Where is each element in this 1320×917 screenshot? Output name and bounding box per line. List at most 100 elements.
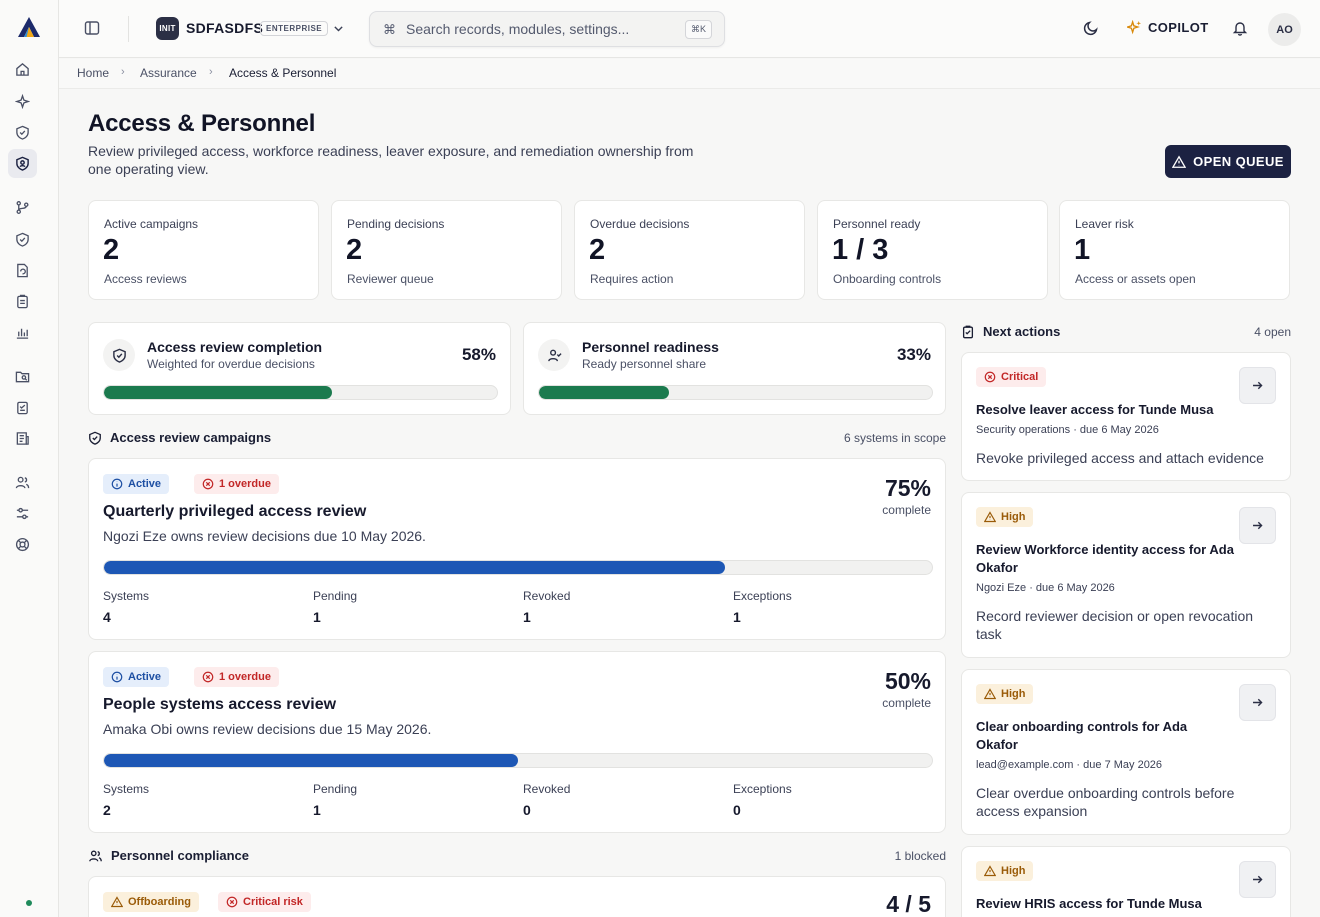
stat-label: Pending [313,589,358,603]
severity-label: High [1001,688,1026,700]
kpi-subtext: Requires action [590,272,674,286]
breadcrumb-assurance[interactable]: Assurance [140,66,197,80]
org-tier-badge: ENTERPRISE [260,21,329,36]
user-avatar[interactable]: AO [1268,13,1301,46]
card-subtitle: Ready personnel share [582,357,707,371]
ledger-icon[interactable] [8,424,37,453]
action-title: Resolve leaver access for Tunde Musa [976,402,1214,417]
badge-label: Offboarding [128,896,191,908]
action-description: Record reviewer decision or open revocat… [976,608,1254,642]
severity-label: Critical [1001,371,1039,383]
users-icon[interactable] [8,468,37,497]
global-search-input[interactable]: ⌘ Search records, modules, settings... ⌘… [369,11,725,47]
sliders-icon[interactable] [8,499,37,528]
moon-icon[interactable] [1083,20,1099,36]
chevron-down-icon[interactable] [332,22,345,35]
status-label: Active [128,478,162,490]
campaign-title[interactable]: People systems access review [103,696,337,713]
severity-badge: High [976,507,1034,527]
breadcrumb-chevron-icon: › [121,66,125,78]
kpi-label: Pending decisions [347,217,445,231]
card-subtitle: Weighted for overdue decisions [147,357,315,371]
progress-fill [104,561,725,574]
app-logo[interactable] [17,16,41,38]
campaign-card[interactable]: Active 1 overdue Quarterly privileged ac… [88,458,946,640]
stat-label: Revoked [523,782,571,796]
folder-search-icon[interactable] [8,362,37,391]
copilot-label: COPILOT [1148,20,1209,35]
status-badge: Active [103,474,170,494]
document-sync-icon[interactable] [8,256,37,285]
stat-value: 1 [523,609,531,625]
git-branch-icon[interactable] [8,193,37,222]
command-icon: ⌘ [383,22,396,37]
help-lifebuoy-icon[interactable] [8,530,37,559]
breadcrumb-home[interactable]: Home [77,66,110,80]
kpi-label: Overdue decisions [590,217,690,231]
stat-label: Pending [313,782,358,796]
open-actions-count: 4 open [1254,325,1291,339]
action-card[interactable]: High Review HRIS access for Tunde Musa [961,846,1291,917]
access-review-completion-card: Access review completion Weighted for ov… [88,322,511,415]
action-card[interactable]: High Review Workforce identity access fo… [961,492,1291,658]
bell-icon[interactable] [1232,20,1248,36]
arrow-right-icon[interactable] [1239,684,1276,721]
left-rail [0,0,59,917]
warning-triangle-icon [984,865,996,877]
systems-in-scope: 6 systems in scope [843,431,946,445]
stat-value: 1 [313,609,321,625]
open-queue-button[interactable]: OPEN QUEUE [1165,145,1291,178]
campaign-title[interactable]: Quarterly privileged access review [103,503,367,520]
org-logo-badge[interactable]: INIT [156,17,179,40]
stat-label: Revoked [523,589,571,603]
campaign-card[interactable]: Active 1 overdue People systems access r… [88,651,946,833]
severity-label: High [1001,865,1026,877]
shield-icon[interactable] [8,225,37,254]
page-description: Review privileged access, workforce read… [88,143,694,177]
home-icon[interactable] [8,55,37,84]
card-title: Personnel readiness [582,339,719,355]
stat-value: 1 [313,802,321,818]
bar-chart-icon[interactable] [8,318,37,347]
kpi-card-personnel-ready: Personnel ready 1 / 3 Onboarding control… [817,200,1048,300]
action-title: Review Workforce identity access for Ada… [976,542,1234,575]
shield-user-icon[interactable] [8,149,37,178]
stat-value: 1 [733,609,741,625]
kpi-label: Personnel ready [833,217,921,231]
arrow-right-icon[interactable] [1239,367,1276,404]
severity-label: High [1001,511,1026,523]
kpi-subtext: Reviewer queue [347,272,434,286]
search-shortcut-badge: ⌘K [684,20,712,39]
sparkle-icon[interactable] [8,87,37,116]
sparkles-icon [1127,20,1142,35]
section-title: Access review campaigns [110,430,272,445]
arrow-right-icon[interactable] [1239,861,1276,898]
progress-fill [104,386,332,399]
sidebar-toggle-icon[interactable] [84,20,100,36]
info-icon [111,671,123,683]
checklist-icon[interactable] [8,393,37,422]
copilot-button[interactable]: COPILOT [1127,20,1209,35]
warning-triangle-icon [111,896,123,908]
kpi-subtext: Access reviews [104,272,187,286]
overdue-label: 1 overdue [219,478,271,490]
kpi-card-leaver-risk: Leaver risk 1 Access or assets open [1059,200,1290,300]
arrow-right-icon[interactable] [1239,507,1276,544]
kpi-subtext: Access or assets open [1075,272,1196,286]
search-placeholder: Search records, modules, settings... [406,21,630,37]
progress-fill [539,386,669,399]
clipboard-icon[interactable] [8,287,37,316]
shield-check-icon[interactable] [8,118,37,147]
stat-value: 0 [733,802,741,818]
campaign-progress-bar [103,560,933,575]
kpi-value: 2 [589,234,606,266]
breadcrumb-current: Access & Personnel [229,66,337,80]
action-card[interactable]: Critical Resolve leaver access for Tunde… [961,352,1291,481]
action-title: Review HRIS access for Tunde Musa [976,896,1202,911]
stat-label: Systems [103,782,150,796]
severity-badge: High [976,861,1034,881]
users-icon [89,850,102,861]
personnel-card[interactable]: Offboarding Critical risk 4 / 5 [88,876,946,917]
org-name[interactable]: SDFASDFS [186,20,264,36]
action-card[interactable]: High Clear onboarding controls for Ada O… [961,669,1291,835]
